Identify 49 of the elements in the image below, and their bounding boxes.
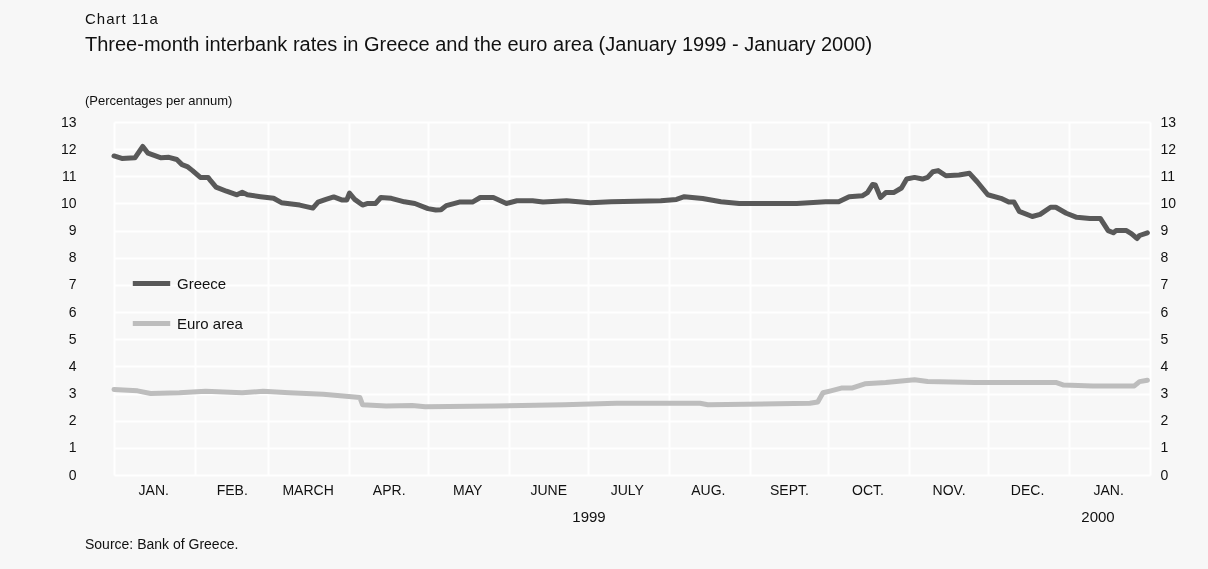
text: 2000 <box>1081 508 1115 525</box>
x-tick-label: SEPT. <box>770 481 809 498</box>
y2-tick-label: 7 <box>1160 276 1169 293</box>
y2-tick-label: 2 <box>1160 412 1169 429</box>
x-tick-label: MAY <box>453 481 483 498</box>
y-tick-label: 6 <box>68 303 77 320</box>
y2-tick-label: 13 <box>1160 113 1177 130</box>
y2-tick-label: 0 <box>1160 466 1169 483</box>
x-tick-label: JULY <box>610 481 645 498</box>
legend-label: Euro area <box>177 314 244 332</box>
source-note: Source: Bank of Greece. <box>85 536 239 552</box>
x-tick-label: JAN. <box>1093 481 1124 498</box>
x-tick-label: DEC. <box>1010 481 1045 498</box>
y-tick-label: 7 <box>68 276 77 293</box>
y-tick-label: 0 <box>68 466 77 483</box>
y-tick-label: 4 <box>68 357 77 374</box>
y2-tick-label: 3 <box>1160 385 1169 402</box>
x-tick-label: NOV. <box>932 481 966 498</box>
y-tick-label: 1 <box>68 439 77 456</box>
y-tick-label: 10 <box>60 194 77 211</box>
y-tick-label: 13 <box>60 113 77 130</box>
y2-tick-label: 1 <box>1160 439 1169 456</box>
chart-title: Three-month interbank rates in Greece and the euro area (January 1999 - January 2000) <box>85 33 873 56</box>
y2-tick-label: 10 <box>1160 194 1177 211</box>
x-tick-label: JAN. <box>138 481 169 498</box>
y2-tick-label: 5 <box>1160 330 1169 347</box>
y-tick-label: 11 <box>61 167 77 184</box>
y-tick-label: 2 <box>68 412 77 429</box>
x-tick-label: OCT. <box>852 481 884 498</box>
text: 1999 <box>572 508 606 525</box>
y-tick-label: 9 <box>68 222 77 239</box>
x-tick-label: AUG. <box>691 481 726 498</box>
x-tick-label: FEB. <box>216 481 248 498</box>
y2-tick-label: 6 <box>1160 303 1169 320</box>
y-tick-label: 8 <box>68 249 77 266</box>
y2-tick-label: 8 <box>1160 249 1169 266</box>
y2-tick-label: 12 <box>1160 140 1177 157</box>
chart-subtitle: (Percentages per annum) <box>85 93 233 108</box>
y-tick-label: 3 <box>68 385 77 402</box>
y2-tick-label: 4 <box>1160 357 1169 374</box>
x-tick-label: APR. <box>372 481 406 498</box>
y-tick-label: 5 <box>68 330 77 347</box>
x-tick-label: MARCH <box>282 481 334 498</box>
y2-tick-label: 9 <box>1160 222 1169 239</box>
y-tick-label: 12 <box>60 140 77 157</box>
legend-label: Greece <box>177 274 227 292</box>
y2-tick-label: 11 <box>1160 167 1176 184</box>
x-tick-label: JUNE <box>530 481 568 498</box>
caption: Chart 11a <box>85 10 159 27</box>
